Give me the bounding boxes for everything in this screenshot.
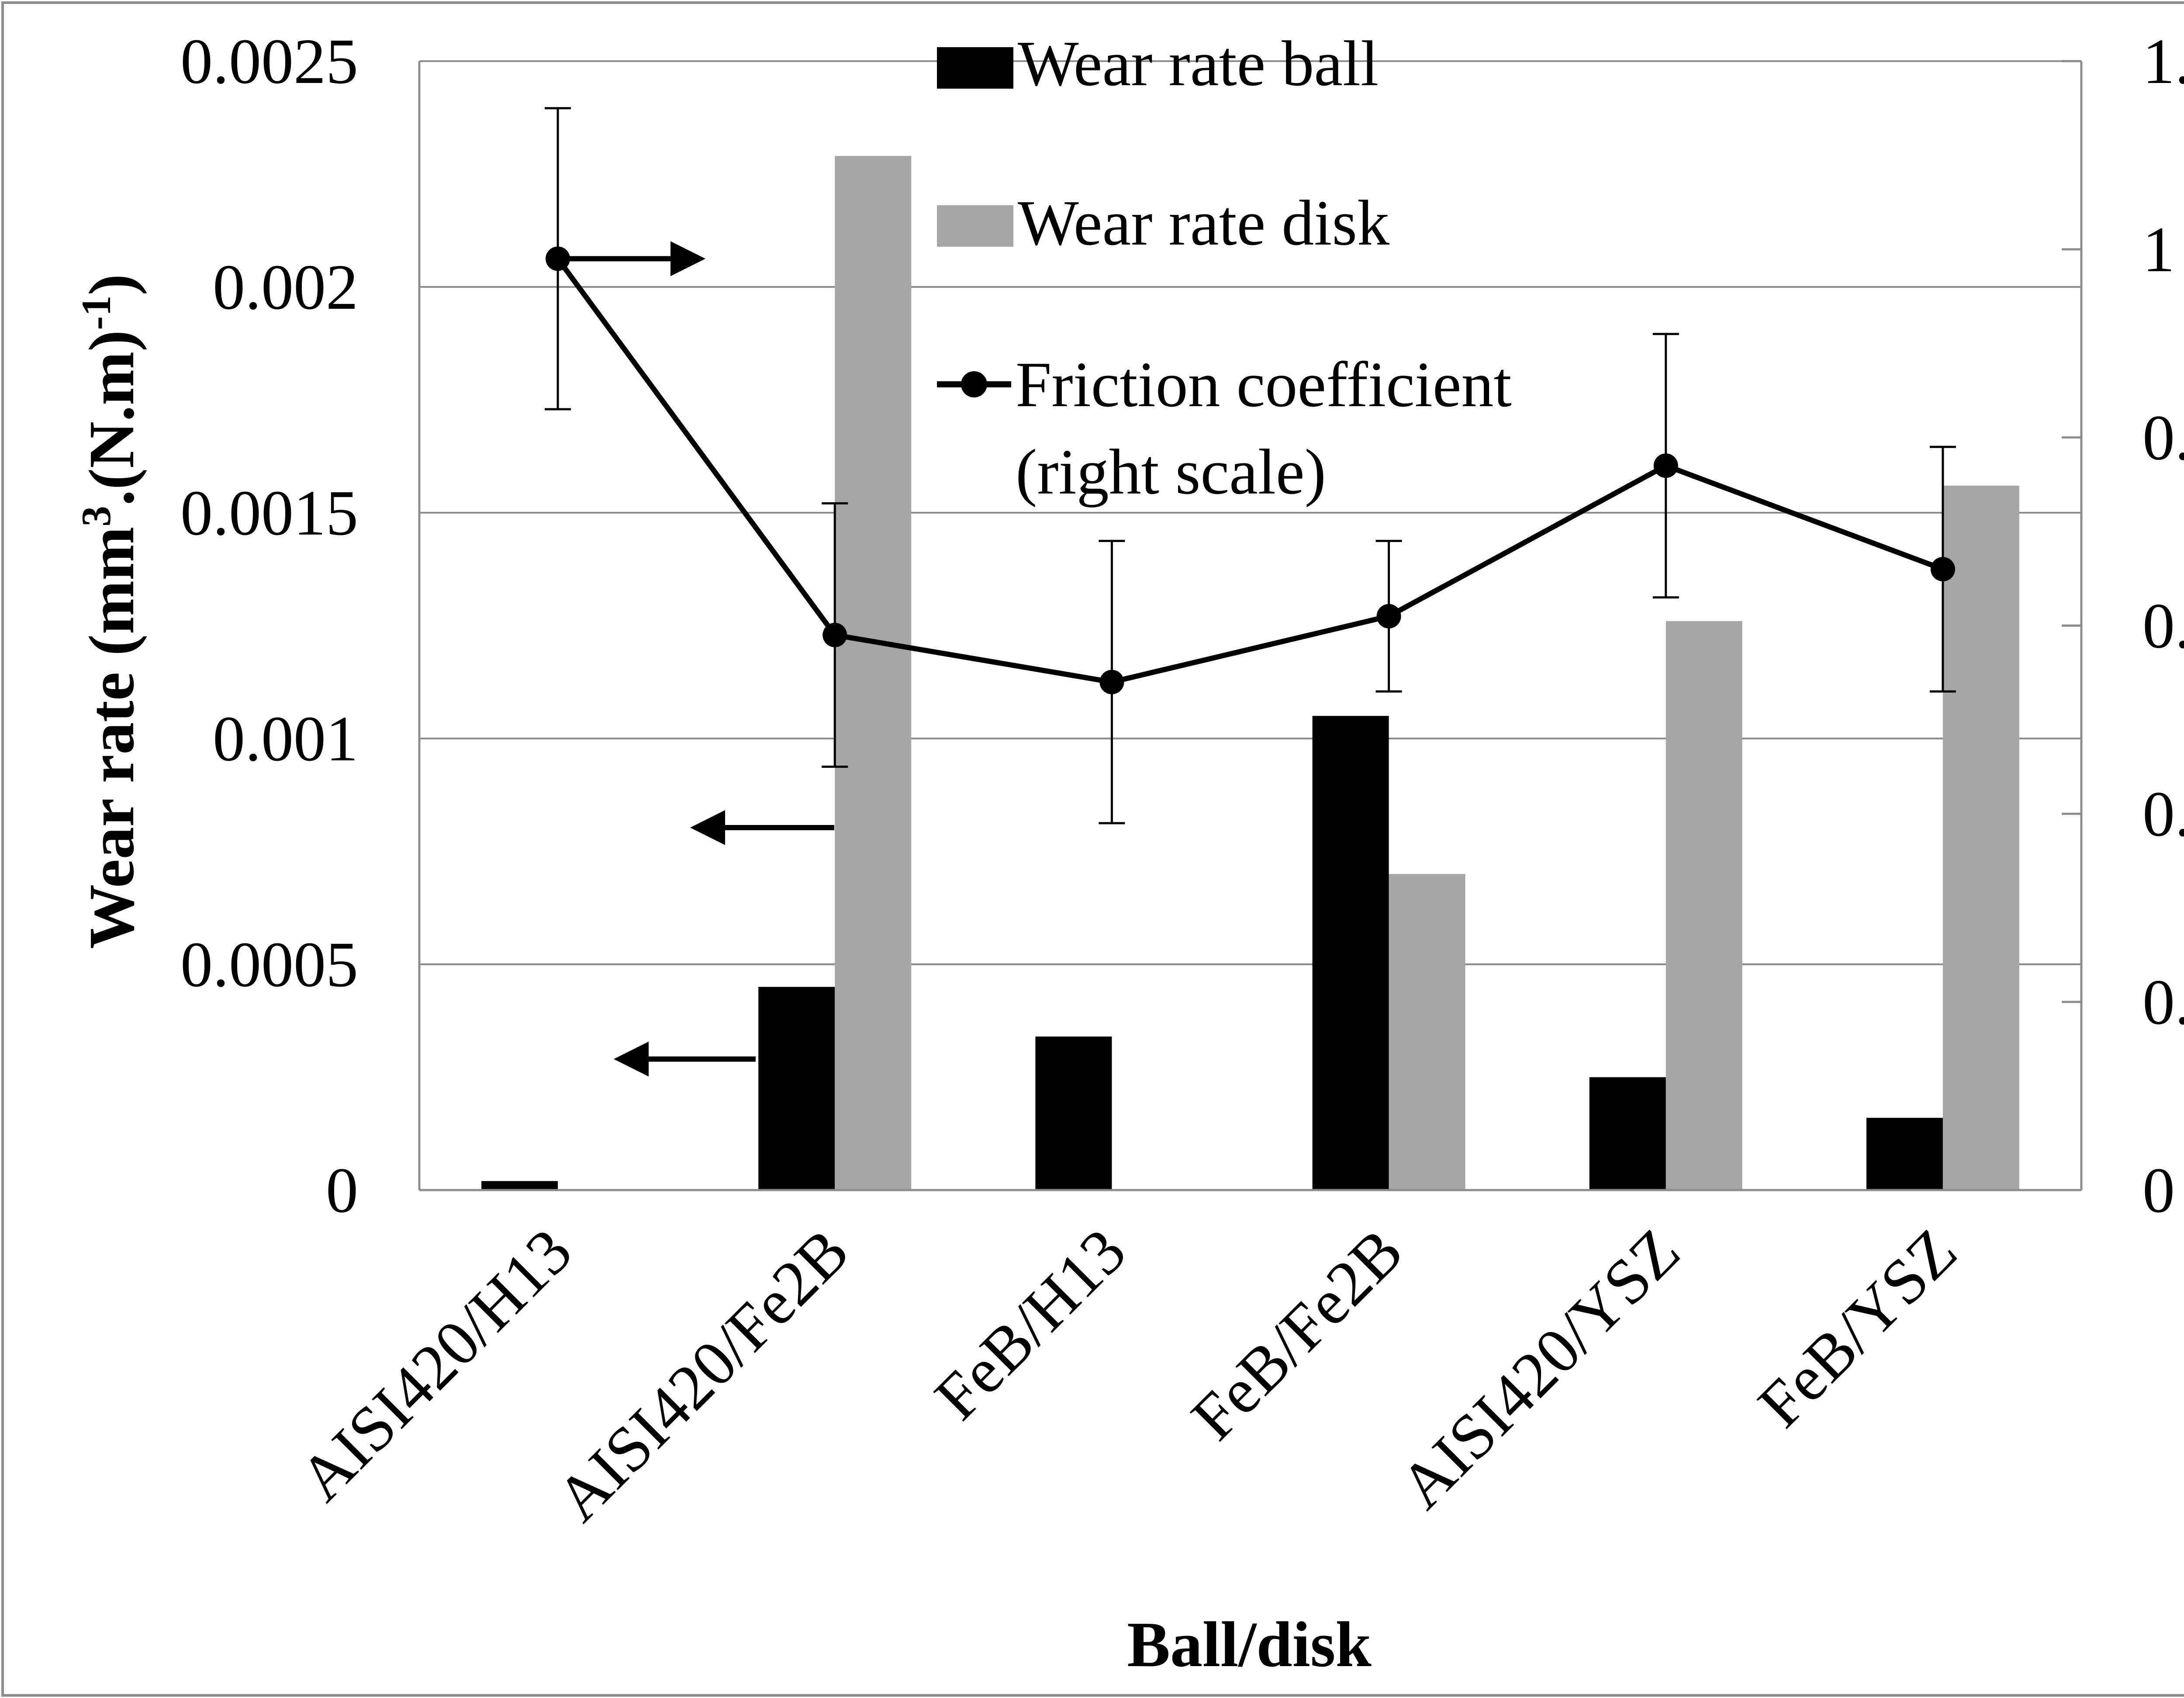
legend-ball-label: Wear rate ball (1018, 28, 1379, 100)
right-tick-label: 0.8 (2143, 402, 2184, 474)
y-axis-title-end: ) (76, 274, 148, 295)
legend-disk-swatch (937, 205, 1013, 247)
right-tick-label: 0.6 (2143, 590, 2184, 662)
friction-point (1930, 557, 1955, 582)
left-tick-label: 0.0005 (180, 929, 358, 1001)
legend-ball-swatch (937, 47, 1013, 89)
left-scale-arrow-lower-head (614, 1042, 649, 1077)
right-scale-arrow-head (670, 241, 705, 276)
left-tick-label: 0 (326, 1155, 358, 1226)
bar-ball (1035, 1036, 1112, 1190)
friction-point (1653, 453, 1678, 478)
left-scale-arrow-upper-head (690, 810, 725, 845)
right-tick-label: 0.4 (2143, 778, 2184, 850)
right-axis-ticks: 0 0.2 0.4 0.6 0.8 1 1.2 (2062, 26, 2184, 1226)
y-axis-title: Wear rate (mm3.(N.m)-1) (73, 274, 148, 949)
x-axis-title: Ball/disk (1127, 1609, 1372, 1681)
legend-disk-label: Wear rate disk (1018, 187, 1389, 259)
legend-friction-label: Friction coefficient (1016, 349, 1512, 421)
bar-ball (1589, 1077, 1666, 1190)
bar-ball (758, 987, 835, 1190)
bar-disk (1666, 621, 1742, 1190)
legend: Wear rate ball Wear rate disk Friction c… (937, 28, 1512, 508)
right-tick-label: 1 (2143, 214, 2175, 286)
bar-disk (835, 156, 912, 1190)
friction-point (822, 623, 847, 648)
bar-ball (1866, 1118, 1943, 1190)
legend-friction-marker (961, 371, 987, 397)
y-axis-title-sup-neg1: -1 (73, 295, 119, 330)
left-tick-label: 0.0025 (180, 26, 358, 97)
friction-series-line (556, 257, 1944, 685)
y-axis-title-mid: .(N.m) (76, 330, 148, 506)
right-tick-label: 1.2 (2143, 26, 2184, 97)
right-tick-label: 0 (2143, 1155, 2175, 1226)
axis-indicator-arrows (566, 241, 834, 1077)
left-tick-label: 0.0015 (180, 477, 358, 549)
right-tick-label: 0.2 (2143, 966, 2184, 1038)
y-axis-title-sup3: 3 (73, 506, 119, 527)
friction-point (1376, 604, 1401, 628)
bar-ball (481, 1181, 558, 1190)
gridlines (419, 60, 2081, 965)
bar-ball (1312, 716, 1389, 1190)
friction-point (1099, 670, 1124, 694)
bar-disk (1389, 874, 1465, 1190)
bar-disk (1942, 485, 2019, 1190)
left-tick-label: 0.002 (213, 252, 358, 323)
left-axis-ticks: 0 0.0005 0.001 0.0015 0.002 0.0025 (180, 26, 358, 1226)
friction-line (546, 246, 1955, 694)
left-tick-label: 0.001 (213, 703, 358, 775)
legend-friction-sublabel: (right scale) (1016, 436, 1326, 508)
friction-point (546, 246, 570, 271)
bars (481, 156, 2019, 1190)
y-axis-title-main: Wear rate (mm (76, 527, 148, 949)
